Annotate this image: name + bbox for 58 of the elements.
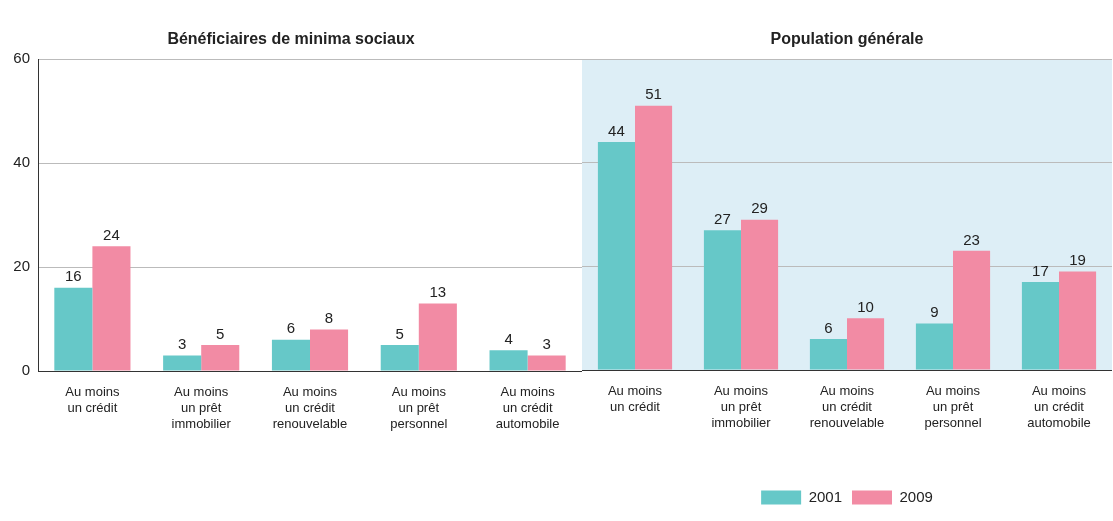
bar (915, 323, 953, 370)
x-tick-label: Au moins un crédit automobile (495, 384, 560, 431)
data-label: 13 (429, 283, 447, 301)
x-tick-label: Au moins un crédit (607, 383, 663, 414)
y-tick-label: 20 (13, 257, 30, 275)
data-label: 19 (1069, 251, 1086, 269)
bar (1059, 271, 1097, 370)
bar (741, 219, 779, 370)
x-tick-label: Au moins un crédit (65, 384, 120, 415)
bar (597, 142, 635, 370)
bar (380, 345, 419, 371)
data-label: 16 (65, 267, 82, 285)
x-tick-label: Au moins un crédit renouvelable (809, 383, 885, 430)
legend-label: 2009 (899, 487, 933, 505)
bar (92, 246, 131, 371)
y-tick-label: 60 (13, 49, 30, 67)
x-tick-label: Au moins un prêt immobilier (711, 383, 772, 430)
data-label: 24 (103, 225, 120, 243)
data-label: 6 (824, 318, 833, 336)
legend-label: 2001 (808, 487, 843, 505)
data-label: 5 (395, 324, 404, 342)
chart-title: Population générale (770, 30, 924, 48)
chart-title: Bénéficiaires de minima sociaux (167, 30, 415, 48)
bar (527, 355, 566, 371)
bar (201, 345, 240, 371)
data-label: 3 (542, 335, 551, 353)
data-label: 27 (714, 209, 731, 227)
data-label: 44 (608, 121, 625, 139)
bar (635, 105, 673, 370)
x-tick-label: Au moins un crédit automobile (1027, 383, 1091, 430)
data-label: 9 (930, 303, 939, 321)
bar (847, 318, 885, 370)
data-label: 29 (751, 199, 768, 217)
x-tick-label: Au moins un crédit renouvelable (272, 384, 348, 431)
data-label: 23 (963, 230, 980, 248)
bar (54, 287, 93, 371)
bar (809, 338, 847, 370)
y-tick-label: 0 (21, 361, 30, 379)
bar (271, 339, 310, 371)
bar (310, 329, 349, 371)
data-label: 51 (645, 85, 662, 103)
data-label: 4 (504, 329, 513, 347)
data-label: 3 (177, 335, 187, 353)
x-tick-label: Au moins un prêt immobilier (171, 384, 232, 431)
x-tick-label: Au moins un prêt personnel (390, 384, 448, 431)
bar (418, 303, 457, 371)
bar (489, 350, 528, 371)
data-label: 6 (286, 319, 296, 337)
x-tick-label: Au moins un prêt personnel (924, 383, 982, 430)
data-label: 10 (857, 297, 874, 315)
bar (953, 250, 991, 370)
y-tick-label: 40 (13, 153, 30, 171)
bar (163, 355, 202, 371)
data-label: 5 (216, 324, 225, 342)
data-label: 8 (324, 309, 334, 327)
data-label: 17 (1032, 261, 1049, 279)
bar (703, 230, 741, 370)
bar (1021, 281, 1059, 370)
